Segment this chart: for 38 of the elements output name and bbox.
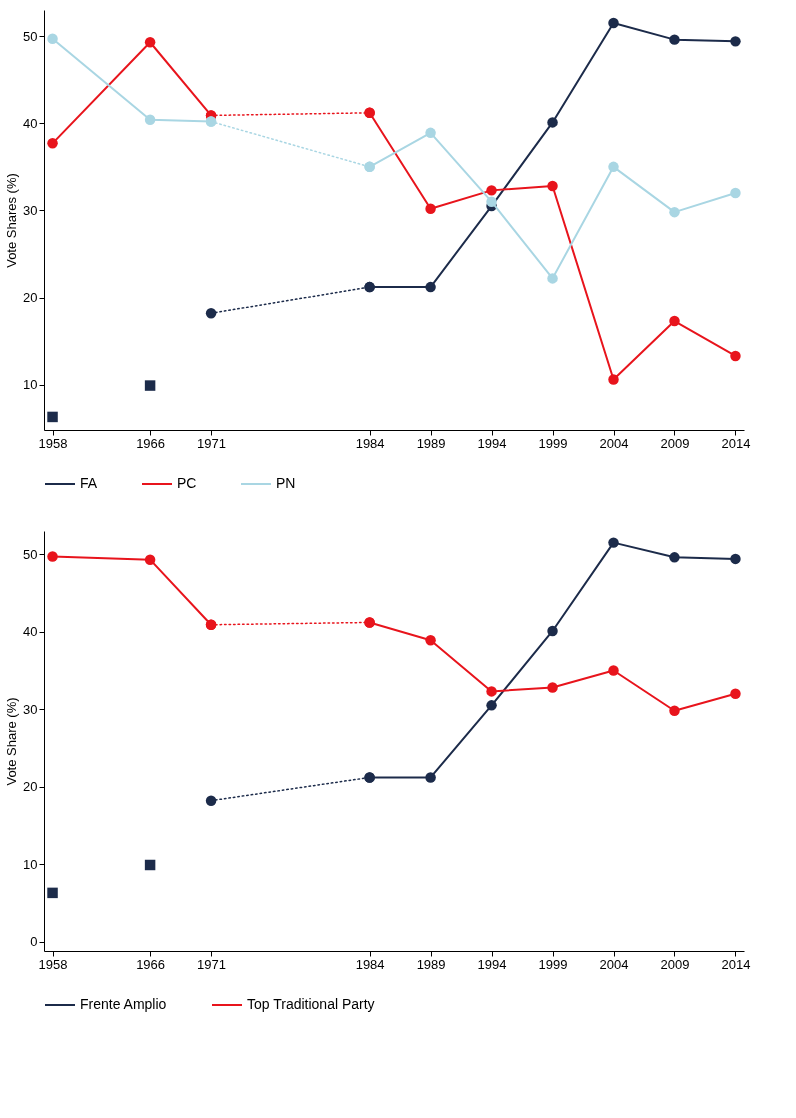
x-tick-label: 1966 (136, 435, 166, 451)
x-tick-label: 2004 (599, 435, 629, 451)
y-tick-label: 20 (23, 290, 38, 306)
y-tick-label: 30 (23, 202, 38, 218)
legend-label: FA (80, 475, 98, 491)
x-tick-label: 1958 (38, 956, 68, 972)
x-tick-label: 1958 (38, 435, 68, 451)
y-tick-label: 40 (23, 115, 38, 131)
x-tick-label: 1994 (477, 956, 507, 972)
x-tick-label: 2014 (721, 956, 751, 972)
x-tick-label: 1989 (416, 956, 446, 972)
y-tick-label: 20 (23, 779, 38, 795)
y-tick-label: 50 (23, 546, 38, 562)
x-tick-label: 1999 (538, 956, 568, 972)
x-tick-label: 1994 (477, 435, 507, 451)
y-tick-label: 0 (30, 934, 38, 950)
x-tick-label: 2014 (721, 435, 751, 451)
x-tick-label: 2004 (599, 956, 629, 972)
x-tick-label: 2009 (660, 956, 690, 972)
y-tick-label: 40 (23, 624, 38, 640)
legend-label: Frente Amplio (80, 996, 167, 1012)
x-tick-label: 1999 (538, 435, 568, 451)
x-tick-label: 1984 (355, 435, 385, 451)
y-tick-label: 10 (23, 856, 38, 872)
y-tick-label: 10 (23, 377, 38, 393)
y-axis-title: Vote Shares (%) (4, 173, 20, 268)
y-axis-title: Vote Share (%) (4, 697, 20, 786)
x-tick-label: 2009 (660, 435, 690, 451)
x-tick-label: 1971 (197, 956, 227, 972)
legend-label: PN (276, 475, 296, 491)
legend-label: PC (177, 475, 197, 491)
y-tick-label: 30 (23, 701, 38, 717)
x-tick-label: 1966 (136, 956, 166, 972)
x-tick-label: 1984 (355, 956, 385, 972)
x-tick-label: 1971 (197, 435, 227, 451)
y-tick-label: 50 (23, 28, 38, 44)
legend-label: Top Traditional Party (247, 996, 375, 1012)
x-tick-label: 1989 (416, 435, 446, 451)
